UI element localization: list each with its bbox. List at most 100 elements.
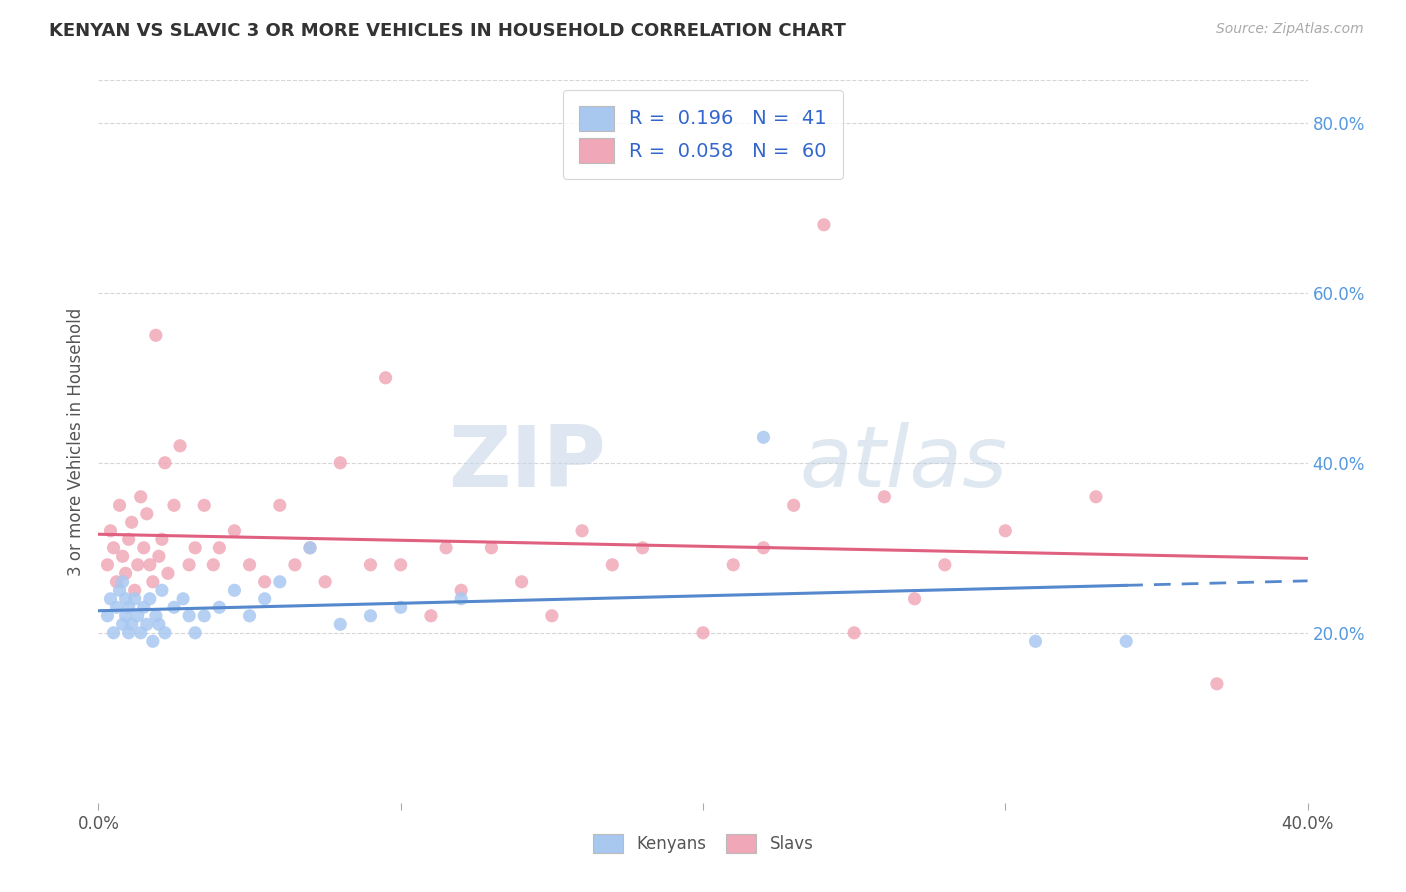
Point [208, 600, 231, 615]
Point [105, 574, 128, 589]
Point [873, 490, 896, 504]
Point [132, 600, 155, 615]
Point [103, 625, 125, 640]
Point [114, 566, 136, 581]
Point [631, 541, 654, 555]
Point [269, 574, 291, 589]
Point [239, 608, 262, 623]
Point [127, 608, 149, 623]
Point [103, 541, 125, 555]
Point [169, 439, 191, 453]
Point [150, 583, 173, 598]
Point [96, 558, 118, 572]
Point [108, 498, 131, 512]
Point [139, 558, 162, 572]
Point [994, 524, 1017, 538]
Point [153, 625, 176, 640]
Point [142, 574, 165, 589]
Point [114, 608, 136, 623]
Point [299, 541, 322, 555]
Point [129, 490, 152, 504]
Text: atlas: atlas [800, 422, 1008, 505]
Point [329, 456, 352, 470]
Point [118, 600, 141, 615]
Point [934, 558, 956, 572]
Point [132, 541, 155, 555]
Point [193, 498, 215, 512]
Text: Source: ZipAtlas.com: Source: ZipAtlas.com [1216, 22, 1364, 37]
Point [114, 591, 136, 606]
Point [844, 625, 866, 640]
Point [111, 617, 134, 632]
Point [145, 608, 167, 623]
Point [360, 558, 382, 572]
Point [510, 574, 533, 589]
Point [142, 634, 165, 648]
Point [179, 608, 201, 623]
Point [100, 524, 122, 538]
Point [163, 498, 186, 512]
Point [148, 549, 170, 564]
Point [108, 583, 131, 598]
Point [121, 516, 143, 530]
Point [269, 498, 291, 512]
Point [1206, 677, 1229, 691]
Point [111, 549, 134, 564]
Text: KENYAN VS SLAVIC 3 OR MORE VEHICLES IN HOUSEHOLD CORRELATION CHART: KENYAN VS SLAVIC 3 OR MORE VEHICLES IN H… [49, 22, 846, 40]
Point [253, 574, 276, 589]
Point [111, 574, 134, 589]
Point [389, 600, 412, 615]
Point [360, 608, 382, 623]
Point [1024, 634, 1046, 648]
Point [904, 591, 927, 606]
Point [184, 625, 207, 640]
Point [124, 591, 146, 606]
Point [723, 558, 745, 572]
Point [299, 541, 322, 555]
Point [100, 591, 122, 606]
Point [179, 558, 201, 572]
Point [752, 541, 775, 555]
Point [450, 583, 472, 598]
Point [202, 558, 225, 572]
Point [434, 541, 457, 555]
Point [224, 583, 246, 598]
Point [156, 566, 179, 581]
Point [813, 218, 835, 232]
Point [481, 541, 503, 555]
Point [184, 541, 207, 555]
Point [163, 600, 186, 615]
Point [602, 558, 624, 572]
Point [118, 533, 141, 547]
Point [374, 371, 396, 385]
Point [153, 456, 176, 470]
Point [193, 608, 215, 623]
Point [1115, 634, 1137, 648]
Point [135, 617, 157, 632]
Point [145, 328, 167, 343]
Point [118, 625, 141, 640]
Point [148, 617, 170, 632]
Point [571, 524, 593, 538]
Point [783, 498, 806, 512]
Point [314, 574, 336, 589]
Point [127, 558, 149, 572]
Point [105, 600, 128, 615]
Point [450, 591, 472, 606]
Legend: Kenyans, Slavs: Kenyans, Slavs [586, 827, 820, 860]
Point [389, 558, 412, 572]
Point [1085, 490, 1108, 504]
Point [253, 591, 276, 606]
Y-axis label: 3 or more Vehicles in Household: 3 or more Vehicles in Household [66, 308, 84, 575]
Point [540, 608, 562, 623]
Point [121, 617, 143, 632]
Point [129, 625, 152, 640]
Point [208, 541, 231, 555]
Point [135, 507, 157, 521]
Point [692, 625, 714, 640]
Point [172, 591, 194, 606]
Point [420, 608, 443, 623]
Point [224, 524, 246, 538]
Text: ZIP: ZIP [449, 422, 606, 505]
Point [284, 558, 307, 572]
